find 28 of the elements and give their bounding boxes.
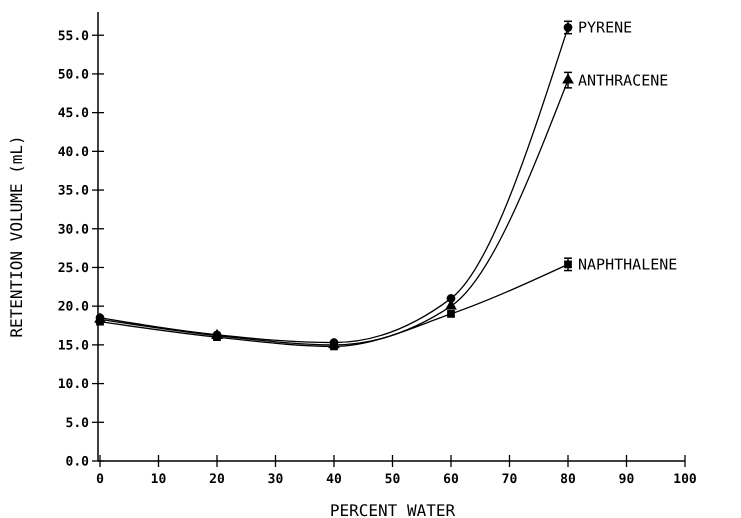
- y-tick-label: 10.0: [58, 377, 90, 392]
- y-tick-label: 25.0: [58, 261, 90, 276]
- series-label: NAPHTHALENE: [578, 256, 678, 274]
- y-tick-label: 50.0: [58, 67, 90, 82]
- y-tick-label: 0.0: [66, 454, 90, 470]
- y-tick-label: 45.0: [58, 106, 90, 122]
- x-tick-label: 50: [384, 472, 400, 487]
- x-tick-label: 100: [673, 472, 697, 487]
- x-tick-label: 70: [502, 472, 518, 487]
- y-tick-label: 5.0: [66, 416, 90, 431]
- x-axis-title: PERCENT WATER: [330, 501, 456, 518]
- series-label: PYRENE: [578, 18, 632, 37]
- x-tick-label: 90: [618, 472, 634, 487]
- x-tick-label: 30: [268, 472, 284, 487]
- x-tick-label: 0: [96, 472, 104, 487]
- y-tick-label: 55.0: [58, 28, 90, 44]
- y-tick-label: 30.0: [58, 222, 90, 238]
- x-tick-label: 10: [150, 472, 166, 487]
- y-tick-label: 35.0: [58, 184, 90, 199]
- y-tick-label: 15.0: [58, 338, 90, 354]
- x-tick-label: 60: [443, 472, 459, 487]
- x-tick-label: 40: [326, 472, 342, 487]
- x-tick-label: 20: [209, 472, 225, 487]
- y-axis-title: RETENTION VOLUME (mL): [7, 135, 26, 338]
- y-tick-label: 40.0: [58, 144, 90, 160]
- y-tick-label: 20.0: [58, 300, 90, 315]
- series-label: ANTHRACENE: [578, 71, 668, 90]
- x-tick-label: 80: [560, 472, 576, 487]
